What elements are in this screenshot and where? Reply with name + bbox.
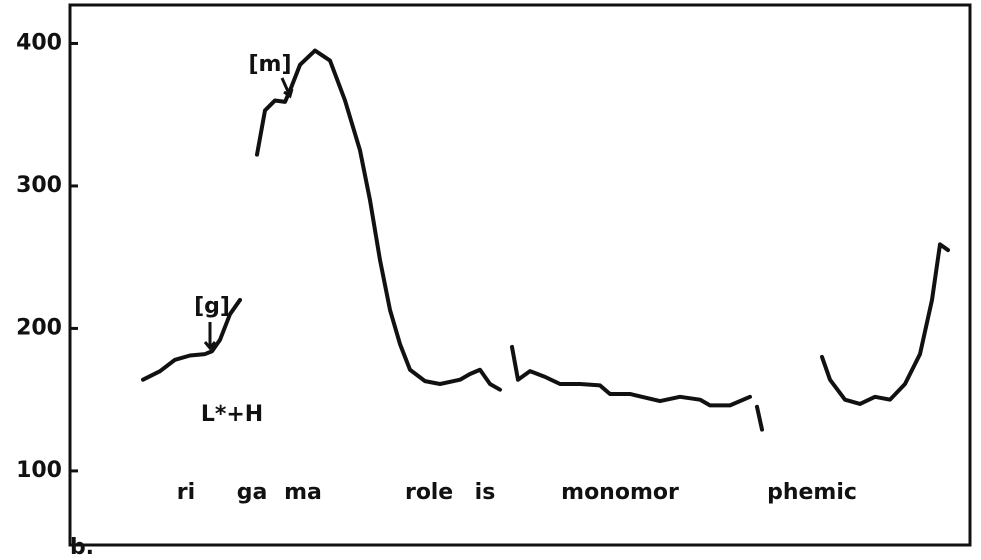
y-tick-label: 300 <box>16 173 62 198</box>
arrow <box>203 322 217 351</box>
annotation: le <box>431 480 453 505</box>
annotation: b. <box>70 535 94 560</box>
y-tick-label: 200 <box>16 315 62 340</box>
annotation: [g] <box>194 294 230 319</box>
pitch-line <box>755 404 764 432</box>
annotation: L*+H <box>201 402 263 427</box>
annotation: ro <box>405 480 431 505</box>
arrow <box>280 77 294 99</box>
pitch-line <box>141 297 242 382</box>
y-tick-label: 100 <box>16 458 62 483</box>
y-tick-label: 400 <box>16 30 62 55</box>
plot-frame <box>68 3 972 547</box>
annotation: ga <box>237 480 268 505</box>
pitch-line <box>255 48 502 392</box>
pitch-line <box>820 242 950 406</box>
annotation: phemic <box>767 480 857 505</box>
pitch-line <box>510 344 752 408</box>
annotation: monomor <box>561 480 679 505</box>
annotation: [m] <box>248 52 291 77</box>
annotation: is <box>475 480 496 505</box>
annotation: ri <box>177 480 195 505</box>
annotation: ma <box>284 480 322 505</box>
